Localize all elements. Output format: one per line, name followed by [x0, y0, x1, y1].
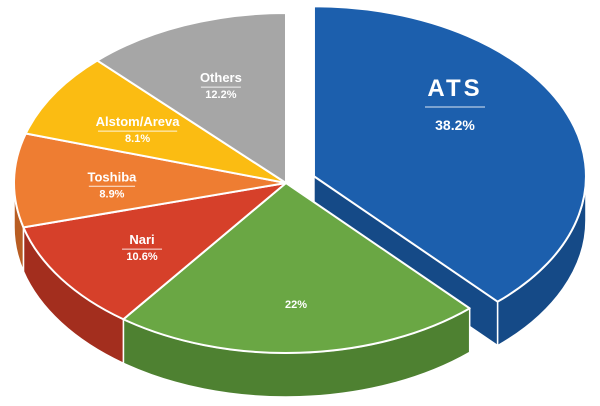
slice-value-nari: 10.6%: [126, 251, 157, 263]
slice-others: [96, 12, 287, 184]
slice-label-nari: Nari: [129, 232, 154, 247]
slice-alstom-areva: [24, 59, 287, 184]
slice-label-ats: ATS: [427, 75, 482, 102]
slice-toshiba: [13, 132, 287, 229]
pie-labels: ATS 38.2% 22% Nari 10.6% Toshiba 8.9% Alstom/Ar…: [88, 70, 485, 311]
slice-ats: [312, 5, 587, 303]
pie-top-faces: [13, 5, 587, 354]
slice-label-others: Others: [200, 70, 242, 85]
slice-segment-1: [122, 182, 471, 354]
slice-value-segment-1: 22%: [285, 299, 307, 311]
slice-label-alstom-areva: Alstom/Areva: [96, 114, 181, 129]
slice-value-others: 12.2%: [205, 89, 236, 101]
slice-value-alstom-areva: 8.1%: [125, 133, 150, 145]
slice-value-ats: 38.2%: [435, 117, 475, 133]
slice-label-toshiba: Toshiba: [88, 169, 138, 184]
slice-value-toshiba: 8.9%: [99, 188, 124, 200]
